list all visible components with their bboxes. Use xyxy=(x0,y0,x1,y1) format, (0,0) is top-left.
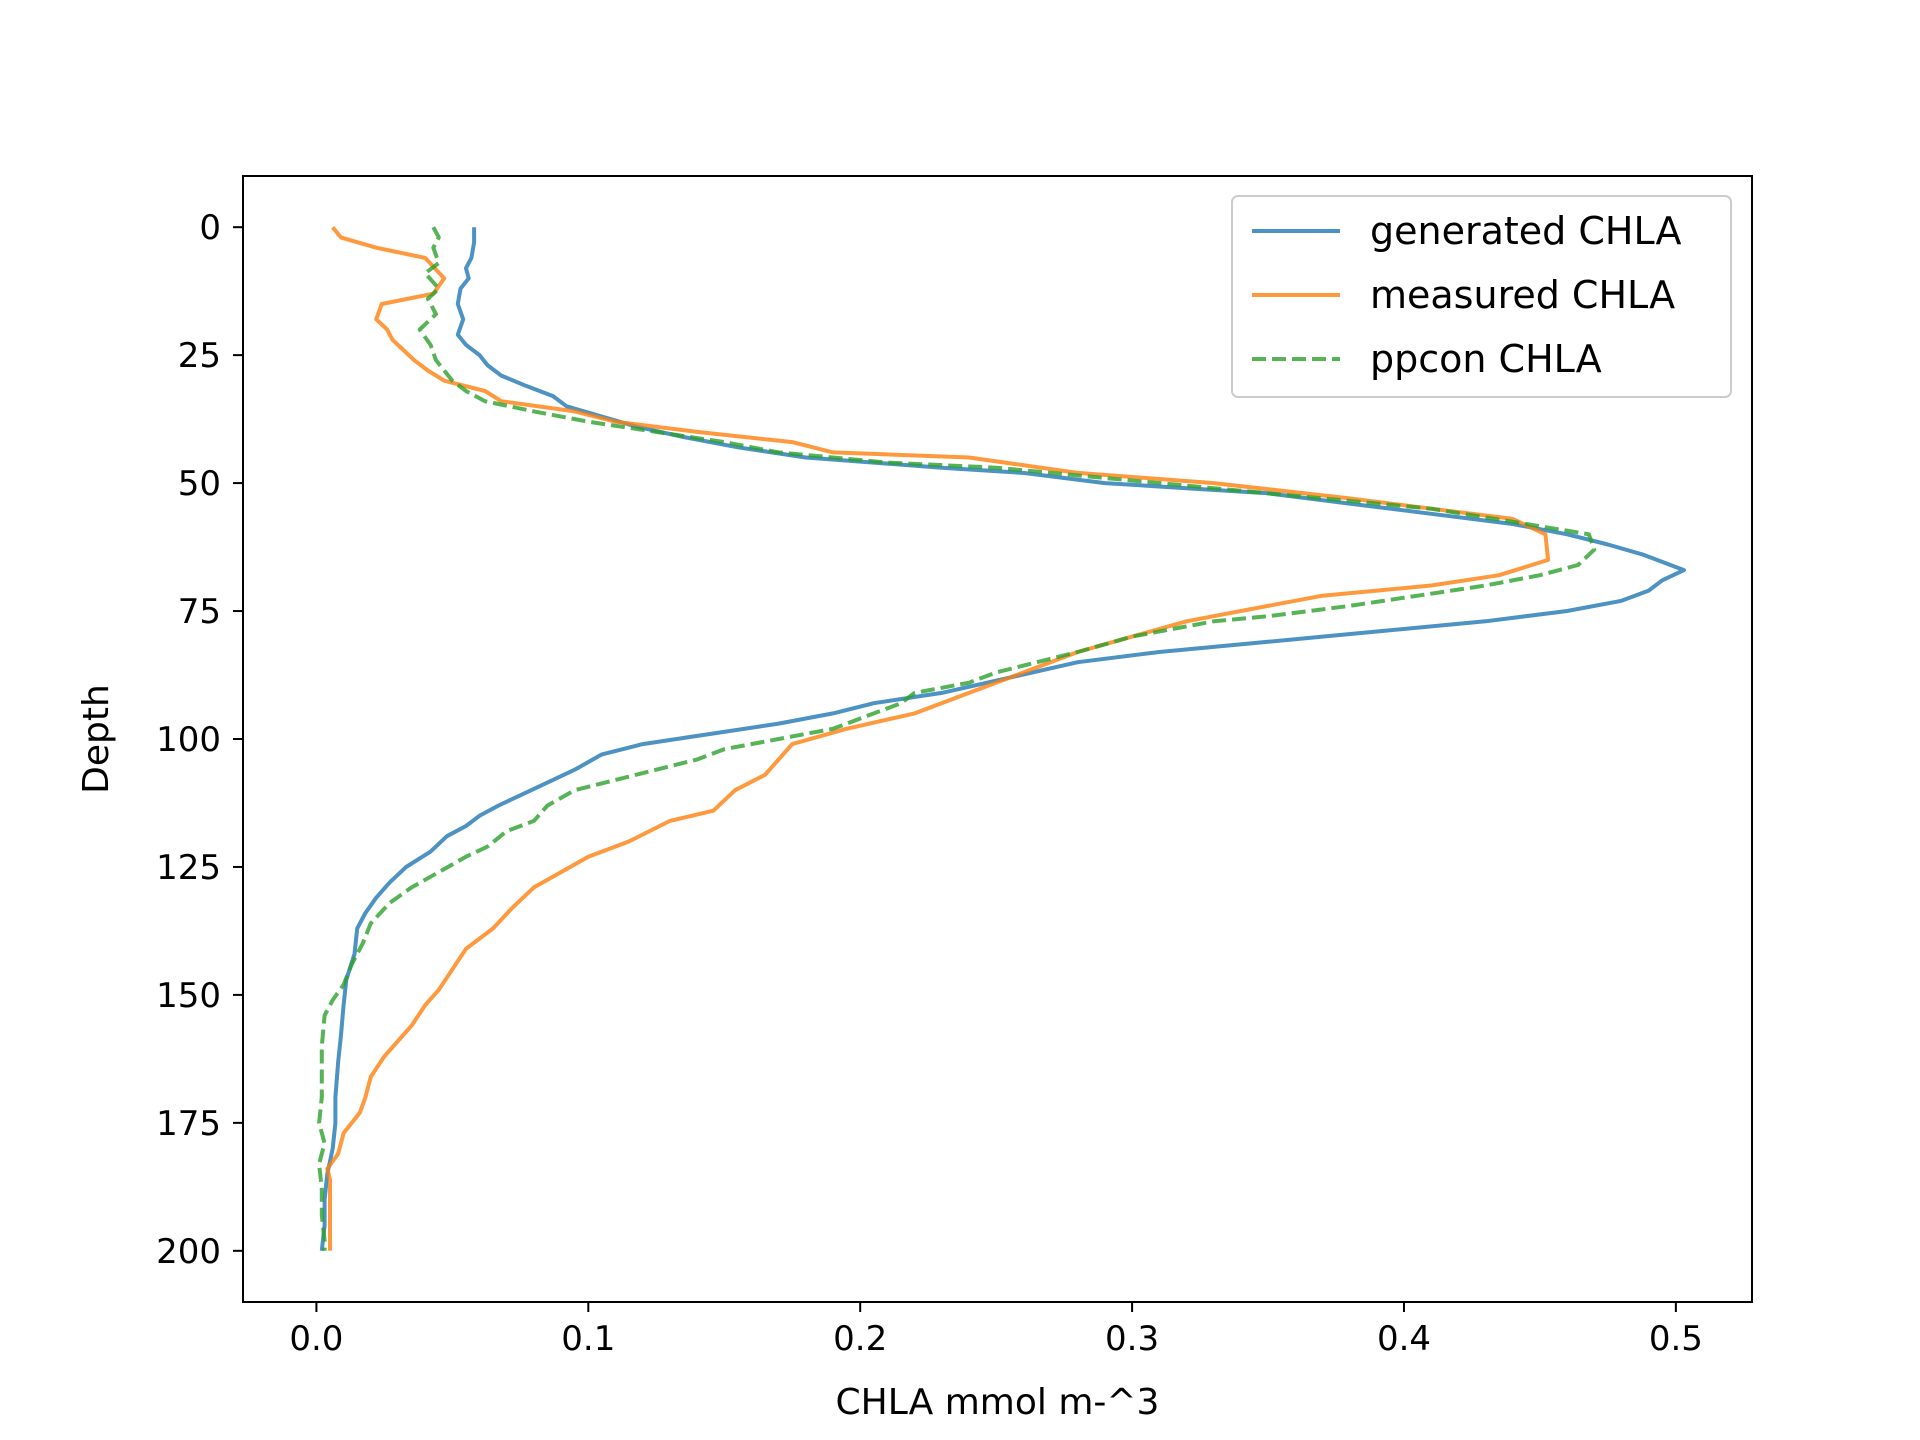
y-axis-title: Depth xyxy=(76,684,117,794)
y-axis-ticks: 0 25 50 75 100 125 150 175 200 xyxy=(156,208,243,1272)
x-tick-label: 0.4 xyxy=(1377,1319,1431,1359)
y-tick-label: 100 xyxy=(156,720,221,760)
x-tick-label: 0.0 xyxy=(289,1319,343,1359)
y-tick-label: 175 xyxy=(156,1104,221,1144)
x-tick-label: 0.5 xyxy=(1649,1319,1703,1359)
legend-label: generated CHLA xyxy=(1370,209,1682,253)
y-tick-label: 75 xyxy=(178,592,221,632)
y-tick-label: 25 xyxy=(178,336,221,376)
series-line-generated-chla xyxy=(319,227,1686,1252)
x-tick-label: 0.2 xyxy=(833,1319,887,1359)
y-tick-label: 200 xyxy=(156,1232,221,1272)
legend-label: ppcon CHLA xyxy=(1370,337,1602,381)
y-tick-label: 50 xyxy=(178,464,221,504)
series-line-ppcon-chla xyxy=(317,226,1597,1251)
legend: generated CHLA measured CHLA ppcon CHLA xyxy=(1231,195,1732,398)
series-line-measured-chla xyxy=(325,225,1551,1251)
y-tick-label: 0 xyxy=(199,208,221,248)
plot-area-frame xyxy=(242,175,1753,1303)
y-tick-label: 150 xyxy=(156,976,221,1016)
x-tick-label: 0.3 xyxy=(1105,1319,1159,1359)
x-tick-label: 0.1 xyxy=(561,1319,615,1359)
x-axis-ticks: 0.0 0.1 0.2 0.3 0.4 0.5 xyxy=(289,1302,1703,1359)
legend-box xyxy=(1231,195,1732,398)
plot-series xyxy=(317,225,1686,1252)
y-tick-label: 125 xyxy=(156,848,221,888)
x-axis-title: CHLA mmol m-^3 xyxy=(836,1382,1160,1423)
legend-label: measured CHLA xyxy=(1370,273,1675,317)
